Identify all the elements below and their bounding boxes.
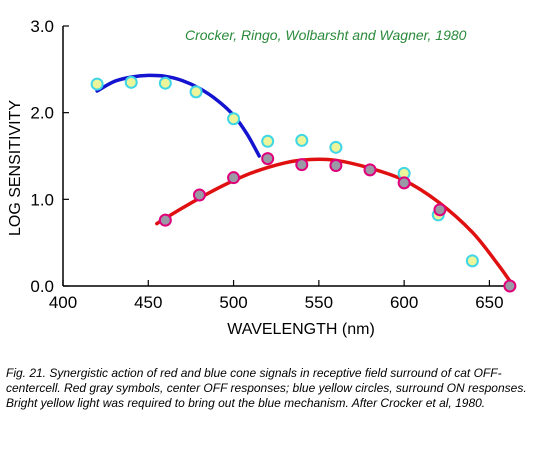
yellow-data-point	[261, 134, 275, 148]
gray-data-point	[363, 163, 377, 177]
gray-data-point	[397, 176, 411, 190]
gray-data-point	[295, 158, 309, 172]
y-tick-label: 3.0	[30, 17, 54, 36]
data-points	[90, 75, 517, 293]
x-tick-label: 550	[305, 293, 333, 312]
gray-data-point	[503, 279, 517, 293]
gray-data-point	[433, 203, 447, 217]
yellow-data-point	[124, 75, 138, 89]
gray-data-point	[227, 171, 241, 185]
chart-axes: 400 450 500 550 600 650 0.0 1.0 2.0 3.0	[30, 17, 515, 312]
sensitivity-chart: 400 450 500 550 600 650 0.0 1.0 2.0 3.0 WAVELENGT…	[7, 17, 517, 338]
yellow-data-point	[158, 76, 172, 90]
red-fit-curve	[155, 157, 516, 288]
yellow-data-point	[90, 77, 104, 91]
gray-data-point	[158, 213, 172, 227]
x-tick-label: 400	[49, 293, 77, 312]
yellow-data-point	[227, 112, 241, 126]
x-tick-label: 650	[475, 293, 503, 312]
y-axis-label: LOG SENSITIVITY	[7, 100, 24, 236]
yellow-data-point	[295, 133, 309, 147]
source-annotation: Crocker, Ringo, Wolbarsht and Wagner, 19…	[185, 27, 467, 43]
gray-data-point	[192, 188, 206, 202]
x-axis-label: WAVELENGTH (nm)	[227, 321, 375, 338]
gray-data-point	[261, 152, 275, 166]
x-tick-label: 500	[219, 293, 247, 312]
gray-data-point	[329, 159, 343, 173]
x-tick-label: 600	[390, 293, 418, 312]
x-tick-label: 450	[134, 293, 162, 312]
figure-caption: Fig. 21. Synergistic action of red and b…	[6, 366, 527, 410]
y-tick-label: 0.0	[30, 277, 54, 296]
y-tick-label: 1.0	[30, 190, 54, 209]
yellow-data-point	[329, 140, 343, 154]
yellow-data-point	[189, 85, 203, 99]
fit-curves	[95, 73, 516, 288]
yellow-data-point	[465, 254, 479, 268]
y-tick-label: 2.0	[30, 104, 54, 123]
